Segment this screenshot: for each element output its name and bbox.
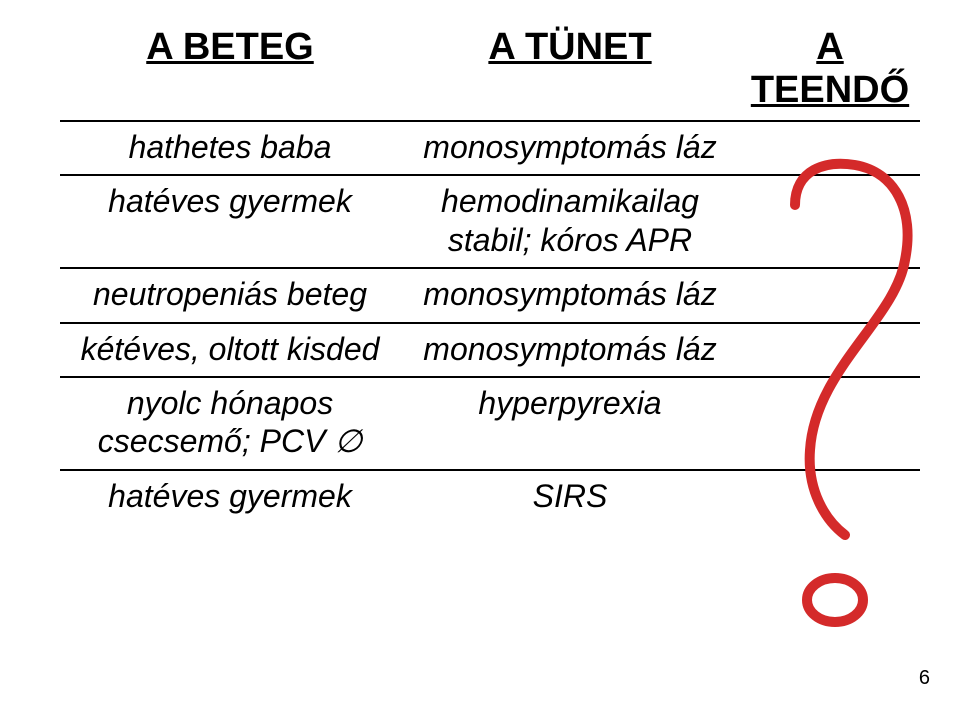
symptom-cell: hyperpyrexia: [400, 377, 740, 470]
medical-table: A BETEG A TÜNET A TEENDŐ hathetes baba m…: [60, 20, 920, 523]
page-number: 6: [919, 667, 930, 690]
table-header-row: A BETEG A TÜNET A TEENDŐ: [60, 20, 920, 121]
patient-cell: hatéves gyermek: [60, 470, 400, 523]
symptom-cell: monosymptomás láz: [400, 121, 740, 175]
action-cell: [740, 470, 920, 523]
symptom-cell: monosymptomás láz: [400, 323, 740, 377]
patient-cell: nyolc hónapos csecsemő; PCV ∅: [60, 377, 400, 470]
symptom-cell: hemodinamikailag stabil; kóros APR: [400, 175, 740, 268]
table-row: hathetes baba monosymptomás láz: [60, 121, 920, 175]
table-row: hatéves gyermek SIRS: [60, 470, 920, 523]
patient-cell: kétéves, oltott kisded: [60, 323, 400, 377]
patient-cell: hathetes baba: [60, 121, 400, 175]
symptom-cell: monosymptomás láz: [400, 268, 740, 322]
slide-page: A BETEG A TÜNET A TEENDŐ hathetes baba m…: [0, 0, 960, 705]
table-row: hatéves gyermek hemodinamikailag stabil;…: [60, 175, 920, 268]
action-cell: [740, 323, 920, 377]
action-cell: [740, 121, 920, 175]
header-action: A TEENDŐ: [740, 20, 920, 121]
action-cell: [740, 268, 920, 322]
header-patient: A BETEG: [60, 20, 400, 121]
patient-cell: hatéves gyermek: [60, 175, 400, 268]
action-cell: [740, 377, 920, 470]
header-symptom: A TÜNET: [400, 20, 740, 121]
patient-cell: neutropeniás beteg: [60, 268, 400, 322]
action-cell: [740, 175, 920, 268]
table-row: kétéves, oltott kisded monosymptomás láz: [60, 323, 920, 377]
symptom-cell: SIRS: [400, 470, 740, 523]
table-row: neutropeniás beteg monosymptomás láz: [60, 268, 920, 322]
table-row: nyolc hónapos csecsemő; PCV ∅ hyperpyrex…: [60, 377, 920, 470]
